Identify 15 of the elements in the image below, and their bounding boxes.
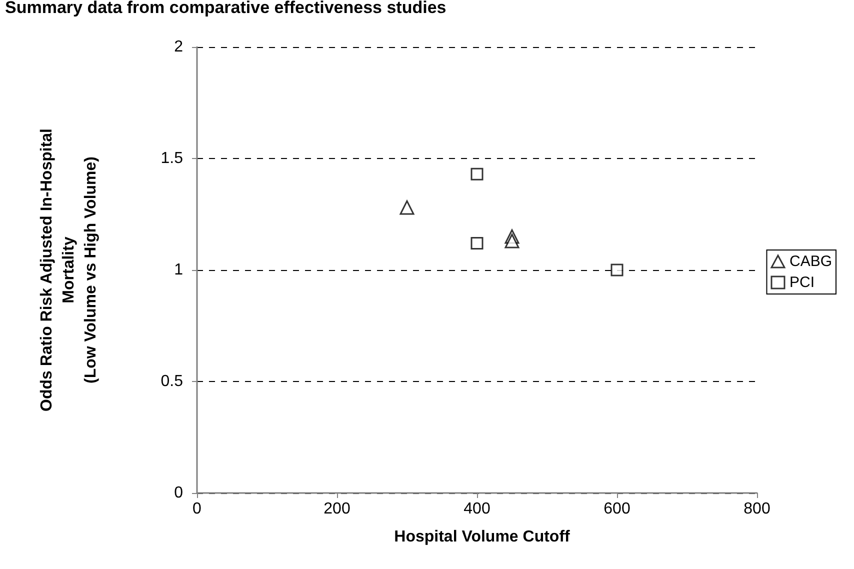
x-tick-label: 400 [464,500,490,518]
x-tick-label: 600 [604,500,630,518]
y-tick-label: 1 [174,262,184,278]
x-tick-label: 200 [324,500,350,518]
legend-label: PCI [789,274,815,291]
y-tick-label: 2 [174,38,184,56]
y-axis-title: Odds Ratio Risk Adjusted In-Hospital Mortality (Low Volume vs High Volume) [38,128,100,412]
x-tick-label: 800 [744,500,770,518]
x-tick-label: 0 [192,500,202,518]
chart-title: Summary data from comparative effectiveness studies [5,0,446,17]
legend-label: CABG [789,253,832,270]
y-tick-label: 0 [174,484,184,502]
y-tick-label: 0.5 [160,373,184,390]
y-tick-label: 1.5 [160,150,184,167]
x-axis-title: Hospital Volume Cutoff [394,528,571,546]
